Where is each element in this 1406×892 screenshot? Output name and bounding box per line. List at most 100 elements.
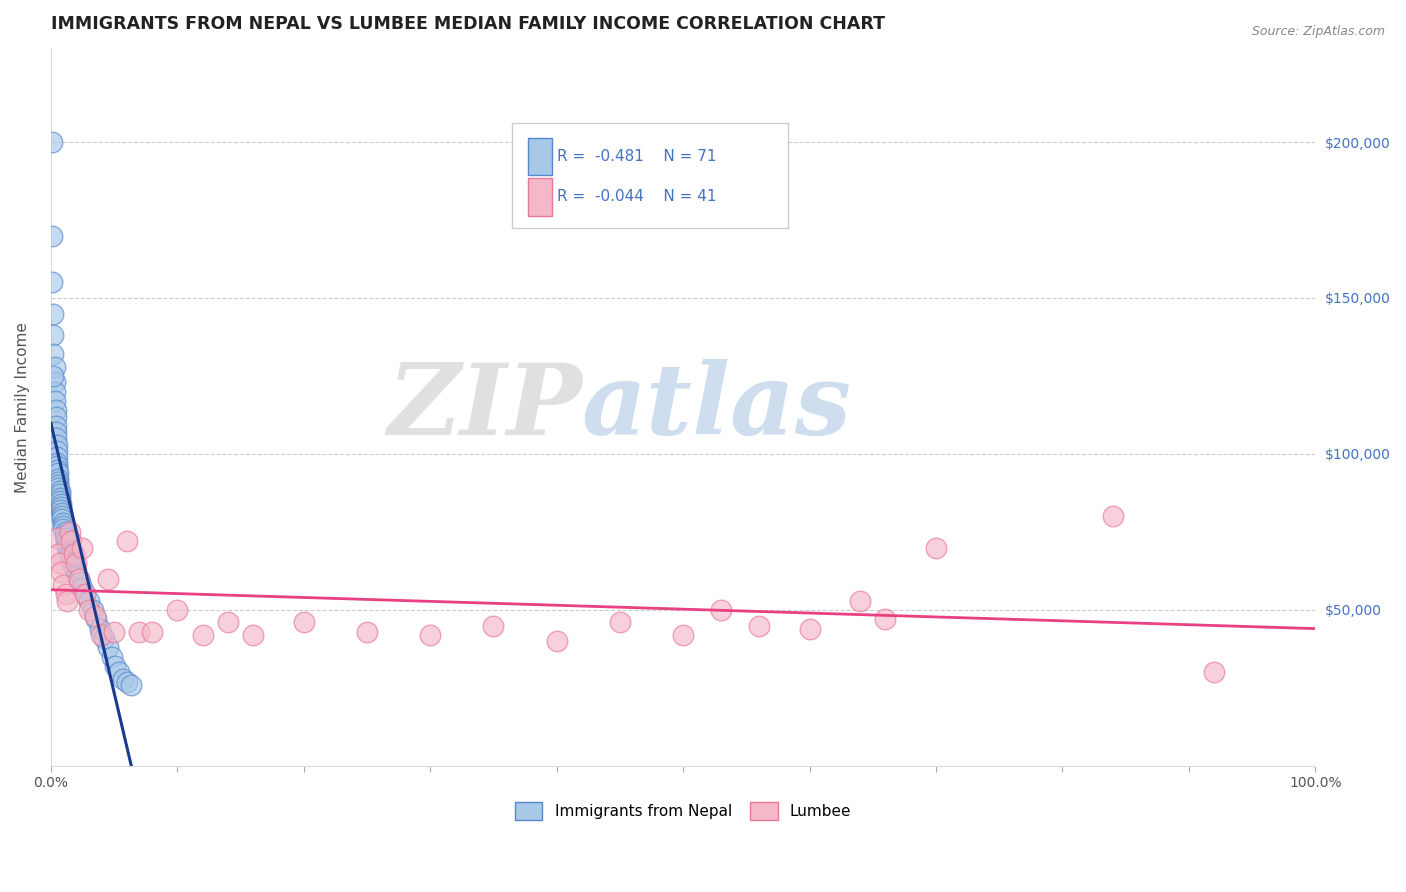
Text: atlas: atlas	[582, 359, 852, 456]
Point	[48, 556, 70, 570]
Point	[86, 612, 108, 626]
Point	[59, 524, 82, 539]
Text: R =  -0.044    N = 41: R = -0.044 N = 41	[557, 189, 717, 204]
Point	[44, 384, 66, 399]
Point	[46, 462, 69, 476]
Point	[59, 549, 82, 564]
Point	[67, 572, 90, 586]
Point	[73, 587, 96, 601]
Point	[120, 678, 142, 692]
Text: IMMIGRANTS FROM NEPAL VS LUMBEE MEDIAN FAMILY INCOME CORRELATION CHART: IMMIGRANTS FROM NEPAL VS LUMBEE MEDIAN F…	[51, 15, 884, 33]
Text: R =  -0.481    N = 71: R = -0.481 N = 71	[557, 149, 717, 164]
Point	[58, 543, 80, 558]
Point	[62, 547, 84, 561]
Point	[72, 581, 94, 595]
Point	[292, 615, 315, 630]
Point	[89, 622, 111, 636]
Point	[849, 593, 872, 607]
Point	[55, 534, 77, 549]
Point	[48, 493, 70, 508]
Point	[55, 587, 77, 601]
Point	[46, 437, 69, 451]
Point	[56, 593, 79, 607]
Point	[65, 556, 87, 570]
Point	[72, 541, 94, 555]
Point	[111, 672, 134, 686]
Point	[52, 578, 75, 592]
Point	[108, 665, 131, 680]
Point	[90, 628, 112, 642]
Point	[45, 409, 67, 424]
Point	[77, 603, 100, 617]
Point	[52, 522, 75, 536]
Point	[77, 593, 100, 607]
Point	[42, 307, 65, 321]
Point	[166, 603, 188, 617]
Point	[482, 618, 505, 632]
Point	[48, 475, 70, 489]
Point	[51, 512, 73, 526]
Point	[93, 631, 115, 645]
Point	[419, 628, 441, 642]
Text: Source: ZipAtlas.com: Source: ZipAtlas.com	[1251, 25, 1385, 38]
Point	[104, 659, 127, 673]
Point	[191, 628, 214, 642]
Point	[42, 328, 65, 343]
Point	[45, 418, 67, 433]
Point	[63, 562, 86, 576]
Point	[49, 500, 72, 514]
Point	[46, 456, 69, 470]
Point	[55, 531, 77, 545]
Point	[46, 531, 69, 545]
Point	[51, 509, 73, 524]
Point	[128, 624, 150, 639]
Point	[115, 534, 138, 549]
Y-axis label: Median Family Income: Median Family Income	[15, 322, 30, 492]
Point	[41, 228, 63, 243]
Text: ZIP: ZIP	[387, 359, 582, 456]
Point	[44, 359, 66, 374]
Point	[748, 618, 770, 632]
Point	[48, 466, 70, 480]
Point	[44, 393, 66, 408]
Point	[62, 559, 84, 574]
Point	[49, 566, 72, 580]
Point	[48, 487, 70, 501]
Point	[65, 566, 87, 580]
Point	[41, 276, 63, 290]
Point	[141, 624, 163, 639]
Point	[44, 375, 66, 389]
Point	[73, 587, 96, 601]
Point	[60, 556, 83, 570]
Point	[45, 431, 67, 445]
Point	[46, 450, 69, 464]
Point	[53, 524, 76, 539]
Point	[546, 634, 568, 648]
Point	[60, 534, 83, 549]
Point	[66, 568, 89, 582]
Point	[97, 640, 120, 655]
Point	[672, 628, 695, 642]
Point	[100, 649, 122, 664]
Point	[103, 624, 125, 639]
Point	[875, 612, 897, 626]
Point	[49, 497, 72, 511]
Point	[925, 541, 948, 555]
Point	[710, 603, 733, 617]
Point	[46, 443, 69, 458]
Point	[49, 503, 72, 517]
Point	[46, 459, 69, 474]
Point	[52, 516, 75, 530]
Point	[42, 368, 65, 383]
Point	[48, 472, 70, 486]
Point	[48, 481, 70, 495]
Point	[56, 537, 79, 551]
Point	[42, 347, 65, 361]
Point	[242, 628, 264, 642]
Point	[115, 674, 138, 689]
Point	[60, 553, 83, 567]
Point	[1204, 665, 1226, 680]
Point	[67, 572, 90, 586]
Point	[56, 541, 79, 555]
Point	[84, 609, 107, 624]
